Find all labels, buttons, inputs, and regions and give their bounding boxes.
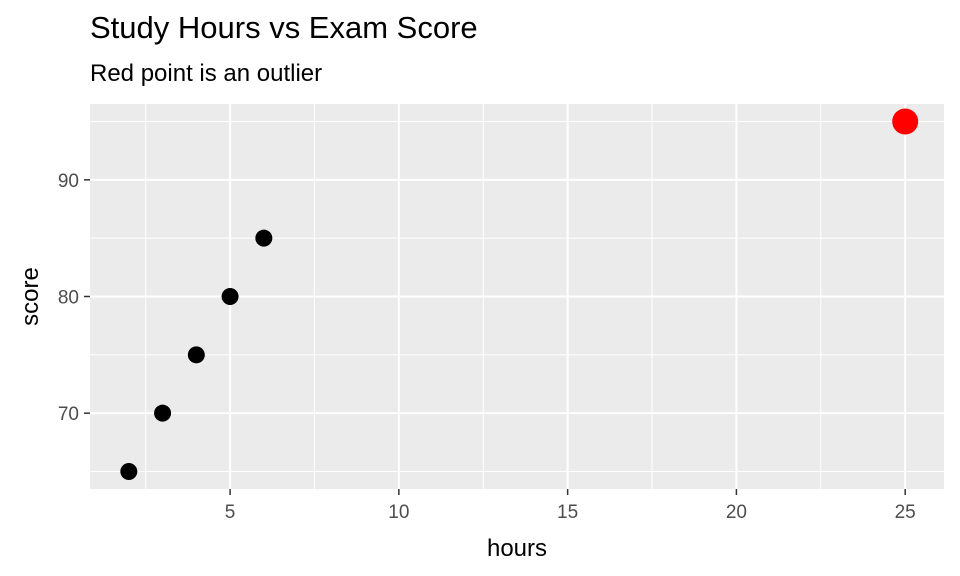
y-axis: 70 80 90 [58,171,90,425]
data-point [255,229,273,247]
data-point [187,346,205,364]
data-points [120,108,919,480]
x-axis-title: hours [487,535,547,562]
x-tick-label: 5 [225,502,236,523]
data-point [221,288,239,305]
chart-title: Study Hours vs Exam Score [90,10,478,45]
x-tick-label: 20 [726,502,747,523]
data-point [120,463,138,480]
y-tick-label: 80 [58,288,79,309]
x-axis: 5 10 15 20 25 [225,489,916,523]
chart-subtitle: Red point is an outlier [90,60,323,87]
y-tick-label: 70 [58,404,79,425]
x-tick-label: 25 [895,502,916,523]
x-tick-label: 15 [557,502,578,523]
y-tick-label: 90 [58,171,79,192]
outlier-point [892,108,919,135]
data-point [154,404,172,422]
x-tick-label: 10 [388,502,409,523]
y-axis-title: score [17,267,44,326]
